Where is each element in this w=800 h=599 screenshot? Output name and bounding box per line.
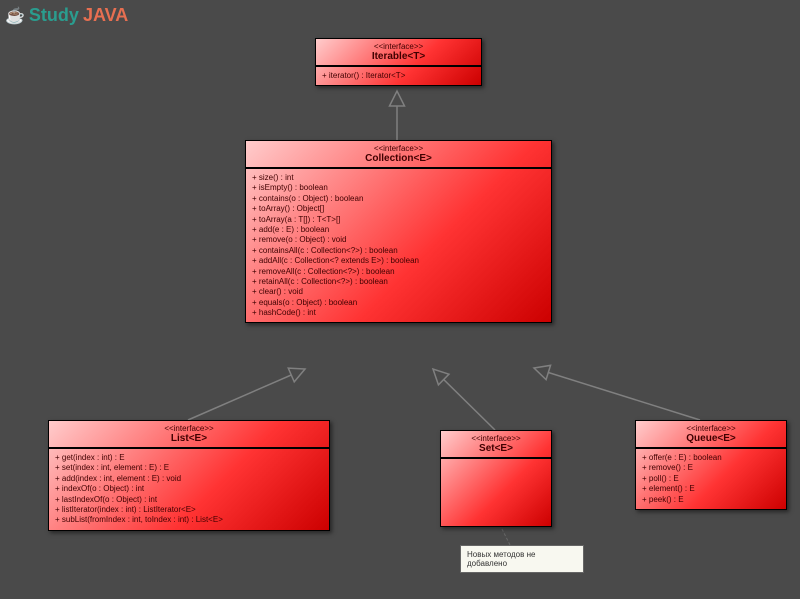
note-text: Новых методов не добавлено [467,550,535,568]
method: + removeAll(c : Collection<?>) : boolean [252,267,545,277]
stereotype: <<interface>> [252,144,545,153]
method: + toArray(a : T[]) : T<T>[] [252,215,545,225]
uml-list: <<interface>> List<E> + get(index : int)… [48,420,330,531]
method: + containsAll(c : Collection<?>) : boole… [252,246,545,256]
method: + get(index : int) : E [55,453,323,463]
method: + contains(o : Object) : boolean [252,194,545,204]
uml-collection: <<interface>> Collection<E> + size() : i… [245,140,552,323]
method: + hashCode() : int [252,308,545,318]
logo-study: Study [29,5,79,26]
method: + size() : int [252,173,545,183]
uml-methods: + offer(e : E) : boolean + remove() : E … [636,448,786,509]
uml-methods: + get(index : int) : E + set(index : int… [49,448,329,530]
method: + remove(o : Object) : void [252,235,545,245]
uml-methods [441,458,551,527]
class-name: Collection<E> [252,153,545,164]
method: + listIterator(index : int) : ListIterat… [55,505,323,515]
class-name: Iterable<T> [322,51,475,62]
method: + isEmpty() : boolean [252,183,545,193]
method: + lastIndexOf(o : Object) : int [55,495,323,505]
class-name: List<E> [55,433,323,444]
cup-icon: ☕ [5,6,25,26]
logo: ☕ Study JAVA [5,5,128,26]
stereotype: <<interface>> [322,42,475,51]
uml-iterable: <<interface>> Iterable<T> + iterator() :… [315,38,482,86]
method: + peek() : E [642,495,780,505]
uml-header: <<interface>> List<E> [49,421,329,448]
method: + iterator() : Iterator<T> [322,71,475,81]
method: + retainAll(c : Collection<?>) : boolean [252,277,545,287]
logo-java: JAVA [83,5,128,26]
method: + set(index : int, element : E) : E [55,463,323,473]
uml-header: <<interface>> Set<E> [441,431,551,458]
class-name: Queue<E> [642,433,780,444]
class-name: Set<E> [447,443,545,454]
method: + equals(o : Object) : boolean [252,298,545,308]
method: + element() : E [642,484,780,494]
method: + offer(e : E) : boolean [642,453,780,463]
method: + poll() : E [642,474,780,484]
method: + addAll(c : Collection<? extends E>) : … [252,256,545,266]
uml-queue: <<interface>> Queue<E> + offer(e : E) : … [635,420,787,510]
method: + add(e : E) : boolean [252,225,545,235]
method: + remove() : E [642,463,780,473]
method: + clear() : void [252,287,545,297]
method: + add(index : int, element : E) : void [55,474,323,484]
uml-set: <<interface>> Set<E> [440,430,552,527]
uml-header: <<interface>> Collection<E> [246,141,551,168]
uml-methods: + iterator() : Iterator<T> [316,66,481,85]
method: + toArray() : Object[] [252,204,545,214]
uml-header: <<interface>> Queue<E> [636,421,786,448]
uml-note: Новых методов не добавлено [460,545,584,573]
method: + subList(fromIndex : int, toIndex : int… [55,515,323,525]
stereotype: <<interface>> [55,424,323,433]
stereotype: <<interface>> [642,424,780,433]
uml-methods: + size() : int + isEmpty() : boolean + c… [246,168,551,322]
uml-header: <<interface>> Iterable<T> [316,39,481,66]
stereotype: <<interface>> [447,434,545,443]
method: + indexOf(o : Object) : int [55,484,323,494]
